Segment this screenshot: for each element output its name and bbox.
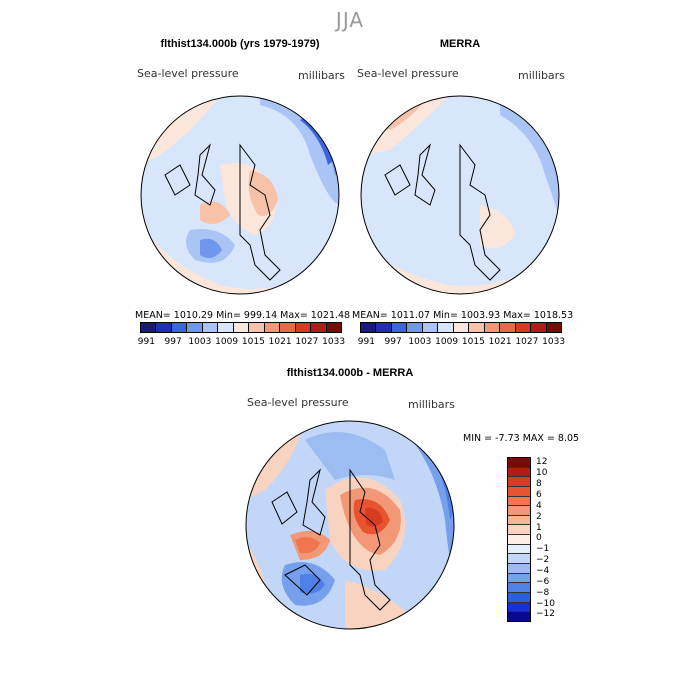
diff-variable-label: Sea-level pressure xyxy=(247,396,349,409)
model-units-label: millibars xyxy=(298,69,345,82)
colorbar-swatch xyxy=(264,323,281,332)
colorbar-tick-label: 1033 xyxy=(542,337,566,347)
colorbar-swatch xyxy=(546,323,562,332)
colorbar-tick-label: −6 xyxy=(536,576,550,587)
colorbar-tick-label: 4 xyxy=(536,500,542,511)
colorbar-swatch xyxy=(508,564,530,574)
diff-panel-title: flthist134.000b - MERRA xyxy=(286,367,414,379)
colorbar-swatch xyxy=(508,544,530,555)
colorbar-swatch xyxy=(361,323,377,332)
diff-colorbar-ticks: 12 10 8 6 4 2 1 0 −1 −2 −4 −6 −8 −10 −12 xyxy=(536,457,555,620)
colorbar-tick-label: 10 xyxy=(536,468,548,479)
colorbar-swatch xyxy=(508,612,530,621)
colorbar-swatch xyxy=(508,583,530,593)
colorbar-tick-label: 1009 xyxy=(435,337,459,347)
model-panel-title: flthist134.000b (yrs 1979-1979) xyxy=(160,38,320,50)
colorbar-swatch xyxy=(469,323,485,332)
colorbar-tick-label: −4 xyxy=(536,566,550,577)
colorbar-tick-label: −8 xyxy=(536,587,550,598)
model-variable-label: Sea-level pressure xyxy=(137,67,239,80)
model-colorbar xyxy=(140,322,342,333)
colorbar-swatch xyxy=(376,323,392,332)
colorbar-tick-label: 991 xyxy=(357,337,375,347)
colorbar-tick-label: 1021 xyxy=(268,337,292,347)
colorbar-tick-label: 2 xyxy=(536,511,542,522)
obs-panel-title: MERRA xyxy=(439,38,481,50)
colorbar-tick-label: 997 xyxy=(164,337,182,347)
colorbar-swatch xyxy=(218,323,234,332)
colorbar-swatch xyxy=(453,323,470,332)
colorbar-swatch xyxy=(508,496,530,507)
obs-slp-map xyxy=(360,95,560,295)
colorbar-tick-label: 1027 xyxy=(295,337,319,347)
diff-stats: MIN = -7.73 MAX = 8.05 xyxy=(463,433,580,444)
colorbar-swatch xyxy=(508,515,530,526)
colorbar-tick-label: 0 xyxy=(536,533,542,544)
colorbar-swatch xyxy=(508,486,530,497)
obs-units-label: millibars xyxy=(518,69,565,82)
colorbar-swatch xyxy=(171,323,188,332)
colorbar-swatch xyxy=(508,573,530,584)
colorbar-tick-label: 991 xyxy=(137,337,155,347)
colorbar-tick-label: 1015 xyxy=(461,337,485,347)
diff-slp-map xyxy=(245,420,455,630)
model-slp-map xyxy=(140,95,340,295)
colorbar-swatch xyxy=(508,554,530,565)
colorbar-tick-label: −10 xyxy=(536,598,555,609)
colorbar-swatch xyxy=(233,323,250,332)
colorbar-swatch xyxy=(438,323,454,332)
colorbar-swatch xyxy=(508,535,530,545)
colorbar-tick-label: 1027 xyxy=(515,337,539,347)
colorbar-tick-label: 1 xyxy=(536,522,542,533)
colorbar-swatch xyxy=(141,323,157,332)
colorbar-swatch xyxy=(508,592,530,603)
obs-variable-label: Sea-level pressure xyxy=(357,67,459,80)
colorbar-tick-label: 6 xyxy=(536,490,542,500)
colorbar-tick-label: 1015 xyxy=(241,337,265,347)
colorbar-tick-label: 8 xyxy=(536,479,542,490)
colorbar-swatch xyxy=(249,323,265,332)
figure-title: JJA xyxy=(335,8,365,32)
model-stats: MEAN= 1010.29 Min= 999.14 Max= 1021.48 xyxy=(135,310,351,321)
colorbar-swatch xyxy=(295,323,312,332)
colorbar-swatch xyxy=(156,323,172,332)
colorbar-swatch xyxy=(508,458,530,468)
colorbar-tick-label: 12 xyxy=(536,457,548,468)
colorbar-swatch xyxy=(391,323,408,332)
colorbar-tick-label: 997 xyxy=(384,337,402,347)
obs-stats: MEAN= 1011.07 Min= 1003.93 Max= 1018.53 xyxy=(352,310,574,321)
colorbar-swatch xyxy=(500,323,516,332)
colorbar-swatch xyxy=(508,602,530,613)
diff-units-label: millibars xyxy=(408,398,455,411)
colorbar-swatch xyxy=(202,323,219,332)
obs-colorbar-ticks: 991 997 1003 1009 1015 1021 1027 1033 xyxy=(353,337,567,347)
colorbar-swatch xyxy=(484,323,501,332)
colorbar-tick-label: −1 xyxy=(536,544,550,555)
colorbar-swatch xyxy=(515,323,532,332)
colorbar-swatch xyxy=(508,525,530,536)
colorbar-swatch xyxy=(422,323,439,332)
colorbar-tick-label: 1009 xyxy=(215,337,239,347)
colorbar-tick-label: −2 xyxy=(536,555,550,566)
colorbar-swatch xyxy=(508,467,530,478)
colorbar-swatch xyxy=(531,323,547,332)
model-colorbar-ticks: 991 997 1003 1009 1015 1021 1027 1033 xyxy=(133,337,347,347)
colorbar-swatch xyxy=(508,506,530,516)
colorbar-swatch xyxy=(311,323,327,332)
diff-colorbar xyxy=(507,457,531,622)
obs-colorbar xyxy=(360,322,562,333)
colorbar-swatch xyxy=(326,323,342,332)
colorbar-swatch xyxy=(508,477,530,487)
colorbar-tick-label: 1033 xyxy=(322,337,346,347)
colorbar-swatch xyxy=(280,323,296,332)
colorbar-swatch xyxy=(407,323,423,332)
colorbar-swatch xyxy=(187,323,203,332)
colorbar-tick-label: 1003 xyxy=(408,337,432,347)
colorbar-tick-label: 1003 xyxy=(188,337,212,347)
colorbar-tick-label: 1021 xyxy=(488,337,512,347)
colorbar-tick-label: −12 xyxy=(536,609,555,620)
